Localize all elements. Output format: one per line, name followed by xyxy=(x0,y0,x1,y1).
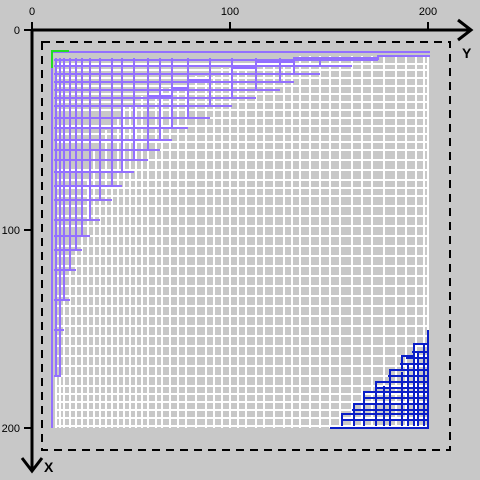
y-axis-label: Y xyxy=(462,45,472,61)
top-tick-label-100: 100 xyxy=(221,6,239,18)
top-tick-marks xyxy=(31,22,429,30)
x-axis-label: X xyxy=(44,459,54,475)
y-axis-arrowhead xyxy=(457,18,474,42)
top-tick-label-200: 200 xyxy=(419,6,437,18)
green-corner-marker xyxy=(51,50,69,68)
left-tick-marks xyxy=(24,29,32,429)
blue-region-edge xyxy=(330,330,429,429)
left-tick-label-100: 100 xyxy=(2,225,20,237)
purple-staircase-region xyxy=(51,51,430,428)
axes xyxy=(20,18,474,474)
top-tick-label-0: 0 xyxy=(29,6,35,18)
x-axis-arrowhead xyxy=(20,457,44,474)
left-tick-label-200: 200 xyxy=(2,423,20,435)
dashed-boundary xyxy=(41,41,451,451)
left-tick-label-0: 0 xyxy=(14,25,20,37)
blue-corner-region xyxy=(330,330,429,429)
